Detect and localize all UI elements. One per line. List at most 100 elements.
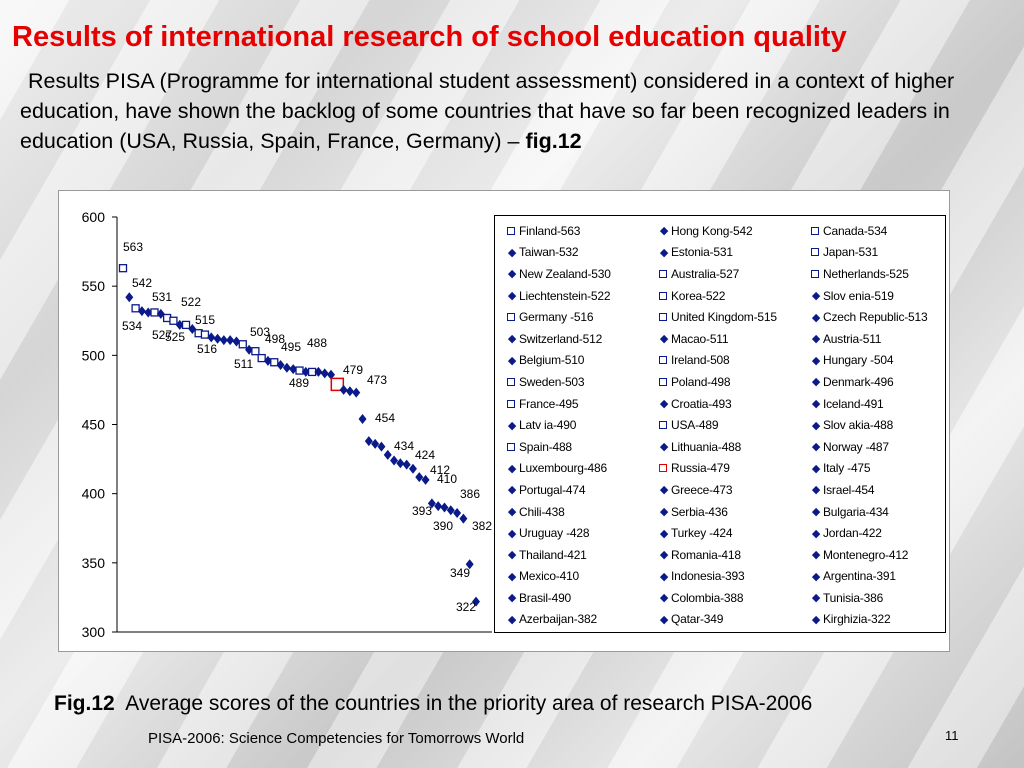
diamond-marker-icon: ◆ xyxy=(507,462,517,475)
data-point xyxy=(289,364,298,375)
data-label: 525 xyxy=(165,330,185,344)
legend-item: Korea-522 xyxy=(659,285,811,307)
diamond-marker-icon: ◆ xyxy=(507,506,517,519)
data-point xyxy=(232,336,241,347)
y-tick-label: 350 xyxy=(82,555,106,571)
legend-label: Australia-527 xyxy=(671,266,740,281)
legend-label: Romania-418 xyxy=(671,547,741,562)
diamond-marker-icon: ◆ xyxy=(659,398,669,411)
data-point xyxy=(263,355,272,366)
data-label: 412 xyxy=(430,463,450,477)
legend-item: Netherlands-525 xyxy=(811,263,957,285)
diamond-marker-icon: ◆ xyxy=(507,268,517,281)
diamond-marker-icon: ◆ xyxy=(507,354,517,367)
legend-label: Chili-438 xyxy=(519,504,565,519)
data-label: 498 xyxy=(265,332,285,346)
data-label: 322 xyxy=(456,600,476,614)
data-point xyxy=(238,340,247,349)
data-point xyxy=(472,596,480,607)
legend-item: ◆ Lithuania-488 xyxy=(659,436,811,458)
diamond-marker-icon: ◆ xyxy=(811,333,821,346)
legend-label: France-495 xyxy=(519,396,579,411)
legend-label: Finland-563 xyxy=(519,223,581,238)
data-point xyxy=(137,306,146,317)
legend-item: ◆ Romania-418 xyxy=(659,544,811,566)
data-point xyxy=(213,333,222,344)
legend-item: France-495 xyxy=(507,393,659,415)
data-point xyxy=(156,308,165,319)
diamond-marker-icon: ◆ xyxy=(811,290,821,303)
legend-item: ◆ Mexico-410 xyxy=(507,566,659,588)
square-marker-icon xyxy=(659,291,667,300)
data-label: 434 xyxy=(394,439,414,453)
data-point xyxy=(175,319,184,330)
legend-label: Turkey -424 xyxy=(671,526,733,541)
legend-item: Germany -516 xyxy=(507,306,659,328)
data-label: 511 xyxy=(234,357,253,371)
legend-item: ◆ Kirghizia-322 xyxy=(811,609,957,631)
diamond-marker-icon: ◆ xyxy=(659,613,669,626)
legend-label: Argentina-391 xyxy=(823,569,896,584)
diamond-marker-icon: ◆ xyxy=(811,592,821,605)
legend-label: Latv ia-490 xyxy=(519,418,577,433)
legend-label: Mexico-410 xyxy=(519,569,580,584)
diamond-marker-icon: ◆ xyxy=(659,484,669,497)
legend-label: Azerbaijan-382 xyxy=(519,612,597,627)
legend-label: Italy -475 xyxy=(823,461,871,476)
legend-label: Liechtenstein-522 xyxy=(519,288,611,303)
red-square-marker-icon xyxy=(659,464,667,473)
data-point xyxy=(446,505,455,516)
chart-legend: Finland-563 ◆ Hong Kong-542 Canada-534 ◆ Taiw… xyxy=(494,215,946,633)
legend-item: ◆ Turkey -424 xyxy=(659,522,811,544)
square-marker-icon xyxy=(507,313,515,322)
square-marker-icon xyxy=(507,399,515,408)
diamond-marker-icon: ◆ xyxy=(507,527,517,540)
legend-label: Bulgaria-434 xyxy=(823,504,889,519)
square-marker-icon xyxy=(659,269,667,278)
legend-label: Qatar-349 xyxy=(671,612,724,627)
data-label: 386 xyxy=(460,487,480,501)
data-label: 489 xyxy=(289,376,309,390)
legend-label: Brasil-490 xyxy=(519,590,572,605)
data-point xyxy=(390,455,399,466)
data-point xyxy=(358,413,367,424)
legend-label: Portugal-474 xyxy=(519,482,586,497)
diamond-marker-icon: ◆ xyxy=(507,484,517,497)
legend-label: Luxembourg-486 xyxy=(519,461,607,476)
legend-item: ◆ Macao-511 xyxy=(659,328,811,350)
legend-label: United Kingdom-515 xyxy=(671,310,777,325)
legend-label: Japan-531 xyxy=(823,245,878,260)
y-tick-label: 550 xyxy=(82,278,106,294)
data-point xyxy=(459,513,468,524)
data-point-highlight xyxy=(330,377,345,392)
data-label: 503 xyxy=(250,325,270,339)
diamond-marker-icon: ◆ xyxy=(811,549,821,562)
data-label: 382 xyxy=(472,519,492,533)
legend-label: Slov enia-519 xyxy=(823,288,894,303)
y-tick-label: 400 xyxy=(82,486,106,502)
data-point xyxy=(339,384,348,395)
data-point xyxy=(219,335,228,346)
diamond-marker-icon: ◆ xyxy=(659,333,669,346)
legend-item: ◆ New Zealand-530 xyxy=(507,263,659,285)
data-label: 393 xyxy=(412,504,432,518)
legend-label: Kirghizia-322 xyxy=(823,612,891,627)
y-tick-label: 600 xyxy=(82,209,106,225)
data-label: 390 xyxy=(433,519,453,533)
data-point xyxy=(257,353,266,363)
legend-label: Greece-473 xyxy=(671,482,733,497)
data-point xyxy=(434,501,443,512)
legend-label: Thailand-421 xyxy=(519,547,587,562)
caption-label: Fig.12 xyxy=(54,692,115,715)
legend-label: Lithuania-488 xyxy=(671,439,742,454)
data-point xyxy=(314,366,323,377)
legend-item: ◆ Slov enia-519 xyxy=(811,285,957,307)
legend-item: ◆ Chili-438 xyxy=(507,501,659,523)
legend-item: ◆ Belgium-510 xyxy=(507,350,659,372)
data-point xyxy=(301,366,310,377)
y-tick-label: 450 xyxy=(82,417,106,433)
legend-item: ◆ Montenegro-412 xyxy=(811,544,957,566)
legend-item: ◆ Hong Kong-542 xyxy=(659,220,811,242)
diamond-marker-icon: ◆ xyxy=(659,225,669,238)
legend-item: ◆ Austria-511 xyxy=(811,328,957,350)
